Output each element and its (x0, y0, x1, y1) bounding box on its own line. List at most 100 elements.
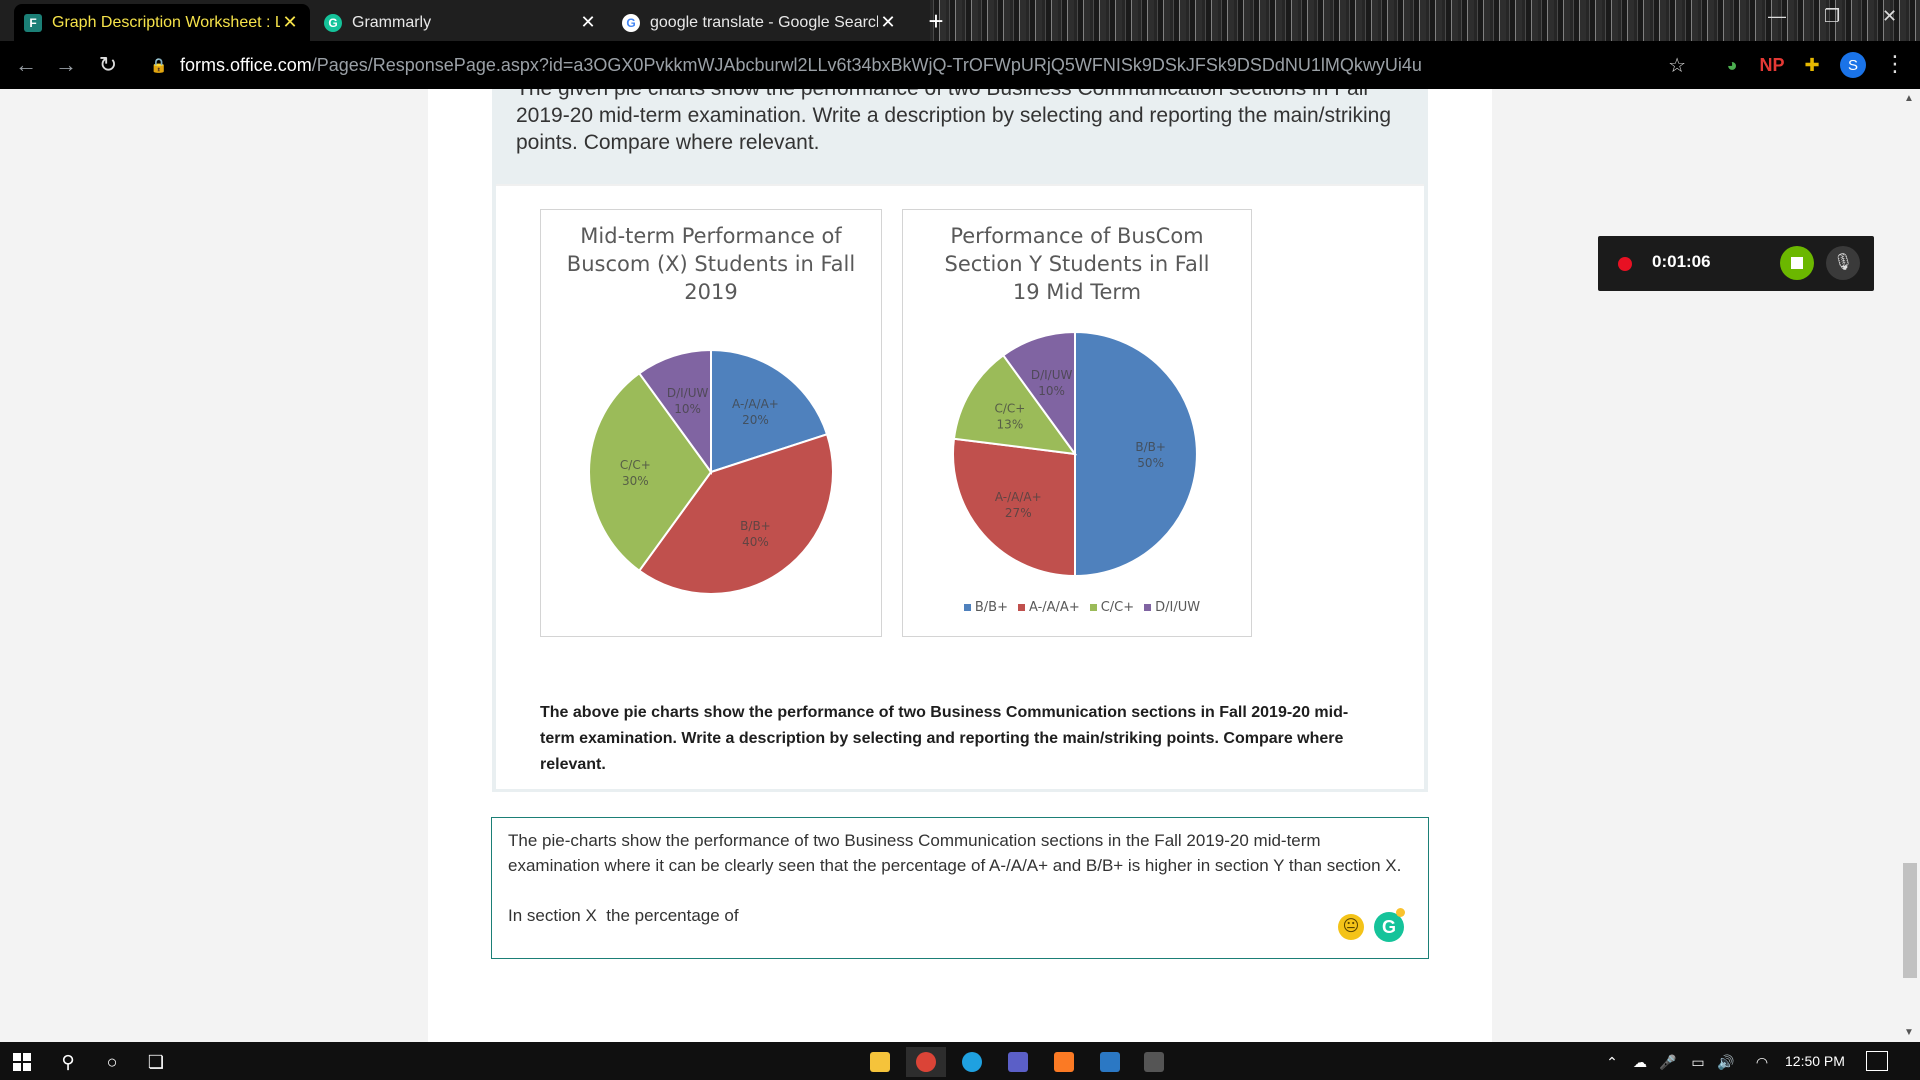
slice-category-label: D/I/UW (667, 386, 709, 400)
close-icon[interactable]: ✕ (580, 12, 596, 32)
pie-slice-a-a-a- (710, 348, 829, 474)
slice-category-label: C/C+ (620, 458, 651, 472)
action-center-icon[interactable] (1866, 1051, 1888, 1071)
bookmark-star-icon[interactable]: ☆ (1668, 54, 1686, 77)
calculator-icon[interactable] (1134, 1047, 1174, 1077)
tab-title: google translate - Google Search (650, 13, 878, 31)
legend-label: A-/A/A+ (1028, 600, 1080, 615)
slice-category-label: B/B+ (1135, 440, 1166, 454)
legend-label: B/B+ (974, 600, 1008, 615)
slice-value-label: 30% (622, 474, 649, 488)
question-figure: Mid-term Performance of Buscom (X) Stude… (540, 209, 1252, 729)
stop-recording-button[interactable] (1780, 246, 1814, 280)
answer-text[interactable]: The pie-charts show the performance of t… (508, 831, 1402, 925)
file-explorer-icon[interactable] (860, 1047, 900, 1077)
pie-slice-d-i-uw (1001, 330, 1076, 458)
grammarly-status-dot (1396, 908, 1405, 917)
tab-bar: F Graph Description Worksheet : La ✕ G G… (0, 0, 1920, 41)
photos-icon[interactable] (1090, 1047, 1130, 1077)
edge-icon[interactable] (952, 1047, 992, 1077)
taskbar-clock[interactable]: 12:50 PM (1785, 1053, 1845, 1069)
legend-item: A-/A/A+ (1008, 600, 1080, 615)
windows-start-icon[interactable] (2, 1047, 42, 1077)
slice-value-label: 10% (674, 402, 701, 416)
legend-swatch (1089, 604, 1097, 611)
slice-value-label: 27% (1005, 506, 1032, 520)
question-text: The given pie charts show the performanc… (516, 89, 1392, 154)
grammarly-button-icon[interactable]: G (1374, 912, 1404, 942)
tab-title: Grammarly (352, 13, 432, 31)
grammarly-icon: G (324, 13, 342, 32)
neutral-face-icon[interactable]: 😐 (1338, 914, 1364, 940)
page-content: The given pie charts show the performanc… (0, 89, 1920, 1042)
close-icon[interactable]: ✕ (282, 12, 298, 32)
back-arrow-icon[interactable]: ← (15, 52, 37, 77)
slice-value-label: 20% (742, 413, 769, 427)
slice-category-label: D/I/UW (1031, 368, 1073, 382)
legend-item: C/C+ (1080, 600, 1134, 615)
slice-category-label: C/C+ (994, 401, 1025, 415)
chrome-icon[interactable] (906, 1047, 946, 1077)
maximize-icon[interactable]: ❐ (1824, 6, 1841, 26)
page-scrollbar[interactable]: ▲ ▼ (1900, 89, 1920, 1042)
address-bar[interactable]: 🔒 forms.office.com/Pages/ResponsePage.as… (140, 47, 1700, 83)
slice-value-label: 10% (1038, 384, 1065, 398)
tab-bar-background (930, 0, 1920, 41)
pie-chart-y: B/B+ 50% A-/A/A+ 27% C/C+ 13% D/I/UW 10% (952, 330, 1198, 578)
slice-value-label: 13% (997, 417, 1024, 431)
onedrive-cloud-icon[interactable]: ☁ (1633, 1053, 1647, 1070)
extension-np-icon[interactable]: NP (1759, 54, 1785, 75)
window-close-icon[interactable]: ✕ (1882, 6, 1898, 26)
scroll-thumb[interactable] (1903, 863, 1917, 978)
tab-google-translate[interactable]: G google translate - Google Search ✕ (612, 4, 908, 41)
recording-timer: 0:01:06 (1652, 252, 1711, 271)
battery-icon[interactable]: ▭ (1691, 1053, 1705, 1070)
screen-recorder-widget: 0:01:06 🎙 (1598, 236, 1874, 291)
answer-textarea[interactable]: The pie-charts show the performance of t… (491, 817, 1429, 959)
google-icon: G (622, 13, 640, 32)
chart-section-x: Mid-term Performance of Buscom (X) Stude… (540, 209, 882, 637)
question-description: The above pie charts show the performanc… (540, 704, 1349, 773)
browser-toolbar: ← → ↻ 🔒 forms.office.com/Pages/ResponseP… (0, 41, 1920, 89)
show-hidden-icons-chevron-icon[interactable]: ⌃ (1606, 1053, 1618, 1070)
microphone-icon[interactable]: 🎤 (1659, 1053, 1677, 1070)
pie-slice-c-c- (952, 353, 1078, 456)
task-view-icon[interactable]: ❏ (147, 1051, 165, 1072)
close-icon[interactable]: ✕ (880, 12, 896, 32)
search-icon[interactable]: ⚲ (61, 1051, 75, 1072)
url-text[interactable]: forms.office.com/Pages/ResponsePage.aspx… (180, 54, 1422, 75)
menu-dots-icon[interactable]: ⋮ (1884, 51, 1906, 76)
profile-avatar[interactable]: S (1840, 52, 1866, 78)
mic-muted-icon[interactable]: 🎙 (1826, 246, 1860, 280)
cortana-icon[interactable]: ○ (106, 1051, 118, 1072)
pie-slice-c-c- (588, 371, 713, 573)
volume-icon[interactable]: 🔊 (1717, 1053, 1735, 1070)
chart-section-y: Performance of BusCom Section Y Students… (902, 209, 1252, 637)
reload-icon[interactable]: ↻ (98, 52, 118, 77)
new-tab-button[interactable]: + (928, 6, 944, 36)
legend-item: B/B+ (954, 600, 1008, 615)
tab-graph-worksheet[interactable]: F Graph Description Worksheet : La ✕ (14, 4, 310, 41)
pie-slice-d-i-uw (637, 348, 712, 476)
windows-taskbar: ⚲ ○ ❏ ⌃ ☁ 🎤 ▭ 🔊 ◠ 12:50 PM (0, 1042, 1920, 1080)
tab-grammarly[interactable]: G Grammarly ✕ (314, 4, 608, 41)
forward-arrow-icon[interactable]: → (55, 52, 77, 77)
legend-swatch (963, 604, 971, 611)
legend-item: D/I/UW (1134, 600, 1200, 615)
minimize-icon[interactable]: — (1768, 6, 1786, 26)
slice-category-label: B/B+ (740, 519, 771, 533)
legend-swatch (1144, 604, 1152, 611)
legend-swatch (1017, 604, 1025, 611)
extensions-puzzle-icon[interactable]: ✚ (1804, 54, 1820, 75)
lock-icon: 🔒 (150, 56, 168, 73)
wifi-icon[interactable]: ◠ (1755, 1053, 1769, 1070)
slice-value-label: 50% (1137, 456, 1164, 470)
legend-label: C/C+ (1100, 600, 1135, 615)
scroll-up-icon[interactable]: ▲ (1904, 93, 1914, 104)
legend-label: D/I/UW (1155, 600, 1201, 615)
slice-category-label: A-/A/A+ (732, 397, 779, 411)
teams-icon[interactable] (998, 1047, 1038, 1077)
xampp-icon[interactable] (1044, 1047, 1084, 1077)
extension-globe-icon[interactable]: ◕ (1726, 54, 1738, 75)
scroll-down-icon[interactable]: ▼ (1904, 1027, 1914, 1038)
